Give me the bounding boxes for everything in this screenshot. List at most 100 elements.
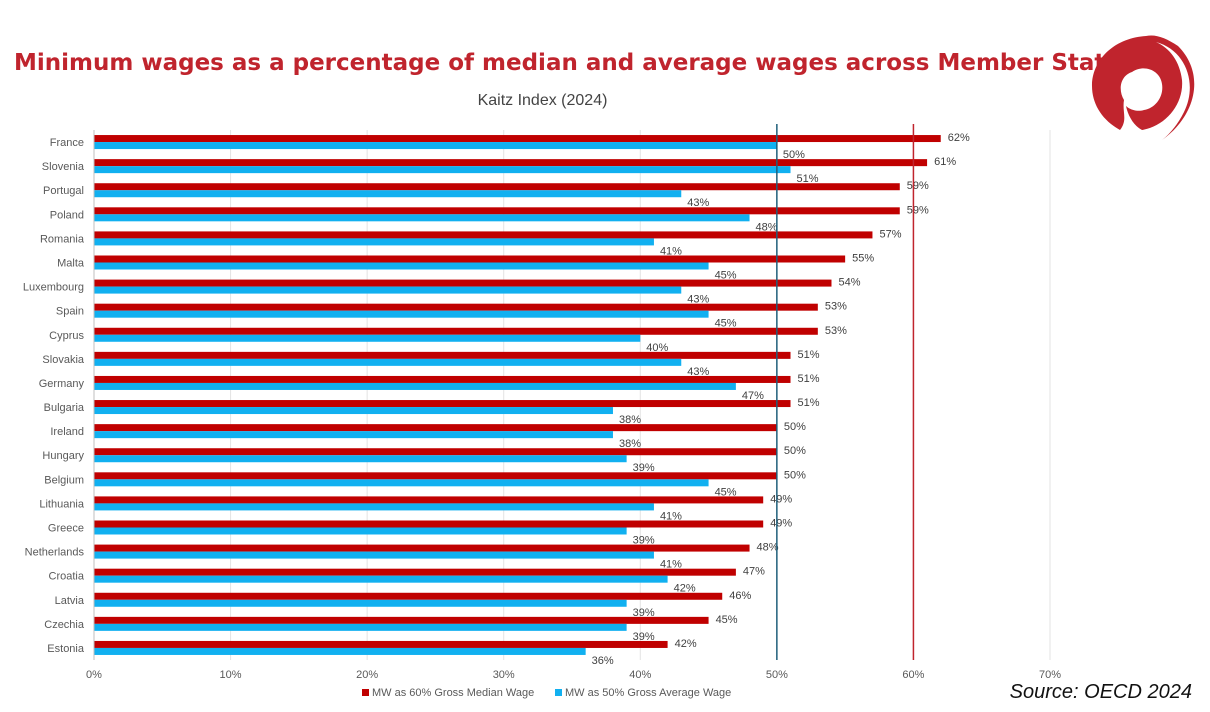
x-tick-label: 30% [493, 669, 515, 681]
y-tick-label: Slovakia [42, 354, 84, 366]
x-tick-label: 70% [1039, 669, 1061, 681]
data-label-median: 61% [934, 156, 956, 168]
data-label-median: 62% [948, 132, 970, 144]
data-label-median: 50% [784, 469, 806, 481]
bar-average [94, 407, 613, 415]
data-label-median: 49% [770, 493, 792, 505]
data-label-average: 47% [742, 390, 764, 402]
data-label-median: 59% [907, 204, 929, 216]
bar-average [94, 382, 736, 390]
bar-median [94, 327, 818, 335]
bar-median [94, 592, 723, 600]
x-tick-label: 40% [629, 669, 651, 681]
bar-median [94, 640, 668, 648]
bar-average [94, 310, 709, 318]
source-note: Source: OECD 2024 [1009, 681, 1192, 703]
data-label-median: 51% [798, 397, 820, 409]
y-tick-label: Germany [39, 378, 85, 390]
bar-median [94, 496, 764, 504]
y-tick-label: Malta [57, 258, 85, 270]
bar-median [94, 568, 736, 576]
y-tick-label: Ireland [50, 426, 84, 438]
data-label-average: 40% [646, 342, 668, 354]
bar-median [94, 448, 777, 456]
y-tick-label: Portugal [43, 185, 84, 197]
bar-median [94, 520, 764, 528]
y-tick-label: Lithuania [39, 498, 85, 510]
y-tick-label: Belgium [44, 474, 84, 486]
y-tick-label: France [50, 137, 84, 149]
bar-average [94, 431, 613, 439]
data-label-average: 39% [633, 535, 655, 547]
y-tick-label: Bulgaria [44, 402, 85, 414]
data-label-average: 39% [633, 607, 655, 619]
data-label-median: 47% [743, 566, 765, 578]
y-tick-label: Netherlands [25, 547, 85, 559]
data-label-median: 48% [757, 542, 779, 554]
data-label-average: 38% [619, 414, 641, 426]
data-label-average: 45% [715, 270, 737, 282]
y-tick-label: Romania [40, 233, 85, 245]
data-label-average: 48% [756, 221, 778, 233]
bar-median [94, 255, 846, 263]
bar-average [94, 358, 682, 366]
x-tick-label: 60% [902, 669, 924, 681]
y-tick-label: Latvia [55, 595, 85, 607]
bar-median [94, 472, 777, 480]
bar-average [94, 551, 654, 559]
bar-average [94, 527, 627, 535]
data-label-average: 39% [633, 462, 655, 474]
chart-title: Kaitz Index (2024) [477, 92, 608, 109]
data-label-median: 55% [852, 253, 874, 265]
bar-median [94, 544, 750, 552]
y-tick-label: Poland [50, 209, 84, 221]
y-tick-label: Croatia [49, 571, 85, 583]
data-label-average: 43% [687, 366, 709, 378]
x-tick-label: 50% [766, 669, 788, 681]
page-title: Minimum wages as a percentage of median … [14, 50, 1135, 76]
data-label-median: 54% [838, 277, 860, 289]
bar-median [94, 351, 791, 359]
data-label-median: 50% [784, 445, 806, 457]
y-tick-label: Czechia [44, 619, 85, 631]
bar-average [94, 286, 682, 294]
x-tick-label: 0% [86, 669, 102, 681]
data-label-median: 57% [879, 228, 901, 240]
data-label-average: 41% [660, 245, 682, 257]
data-label-average: 43% [687, 197, 709, 209]
bar-average [94, 647, 586, 655]
data-label-average: 51% [797, 173, 819, 185]
red-circle-swirl-logo [1092, 35, 1195, 140]
y-tick-label: Luxembourg [23, 282, 84, 294]
legend-swatch [362, 689, 369, 696]
bar-average [94, 334, 641, 342]
data-label-median: 51% [798, 373, 820, 385]
data-label-median: 45% [716, 614, 738, 626]
data-label-median: 42% [675, 638, 697, 650]
x-tick-label: 10% [220, 669, 242, 681]
bar-median [94, 616, 709, 624]
data-label-average: 45% [715, 486, 737, 498]
y-tick-label: Estonia [47, 643, 85, 655]
data-label-average: 45% [715, 318, 737, 330]
data-label-average: 50% [783, 149, 805, 161]
data-label-median: 46% [729, 590, 751, 602]
bar-median [94, 375, 791, 383]
data-label-median: 53% [825, 325, 847, 337]
bar-median [94, 159, 928, 167]
data-label-average: 42% [674, 583, 696, 595]
data-label-average: 43% [687, 294, 709, 306]
data-label-median: 59% [907, 180, 929, 192]
bar-average [94, 190, 682, 198]
data-label-median: 51% [798, 349, 820, 361]
data-label-average: 36% [592, 655, 614, 667]
bar-average [94, 238, 654, 246]
data-label-median: 49% [770, 518, 792, 530]
bar-median [94, 183, 900, 191]
data-label-median: 50% [784, 421, 806, 433]
y-tick-label: Greece [48, 523, 84, 535]
bar-average [94, 599, 627, 607]
bar-median [94, 279, 832, 287]
bar-average [94, 479, 709, 487]
bar-median [94, 424, 777, 432]
